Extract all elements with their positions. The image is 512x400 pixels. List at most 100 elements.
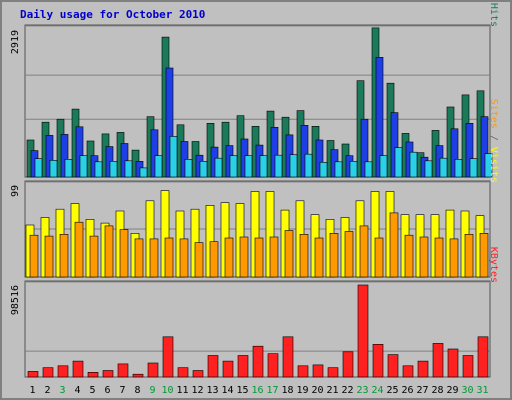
bar-sites bbox=[314, 237, 324, 278]
x-tick-label: 13 bbox=[206, 385, 218, 396]
series-hits bbox=[26, 27, 485, 178]
x-tick-label: 21 bbox=[326, 385, 338, 396]
x-tick-label: 15 bbox=[236, 385, 248, 396]
panel-visits: 99 Sites / Visits bbox=[10, 99, 499, 278]
bar-pages bbox=[274, 154, 283, 178]
bar-kbytes bbox=[297, 365, 309, 378]
bar-pages bbox=[409, 151, 418, 178]
bar-sites bbox=[149, 238, 159, 278]
bar-sites bbox=[164, 237, 174, 278]
bar-kbytes bbox=[447, 348, 459, 378]
x-tick-label: 5 bbox=[89, 385, 95, 396]
x-tick-label: 18 bbox=[281, 385, 293, 396]
side-label: Pages / Files / Hits bbox=[488, 0, 499, 27]
bar-sites bbox=[209, 241, 219, 278]
bar-kbytes bbox=[222, 360, 234, 378]
bar-kbytes bbox=[117, 363, 129, 378]
bar-pages bbox=[64, 159, 73, 178]
side-label-part: Sites bbox=[488, 99, 499, 129]
bar-sites bbox=[479, 233, 489, 278]
y-tick-label: 98516 bbox=[10, 285, 21, 315]
bar-sites bbox=[389, 212, 399, 278]
bar-sites bbox=[329, 233, 339, 278]
bar-sites bbox=[119, 229, 129, 278]
bar-kbytes bbox=[27, 371, 39, 378]
bar-kbytes bbox=[132, 373, 144, 378]
bar-kbytes bbox=[87, 371, 99, 378]
bar-files bbox=[360, 118, 369, 178]
x-tick-label: 3 bbox=[59, 385, 65, 396]
bar-sites bbox=[374, 237, 384, 278]
x-tick-label: 24 bbox=[371, 385, 383, 396]
x-tick-label: 25 bbox=[386, 385, 398, 396]
x-tick-label: 9 bbox=[149, 385, 155, 396]
bar-pages bbox=[139, 167, 148, 178]
chart-panels: 2919 Pages / Files / Hits 99 Sites / Visits… bbox=[10, 0, 499, 378]
x-tick-label: 17 bbox=[266, 385, 278, 396]
bar-sites bbox=[74, 221, 84, 278]
x-tick-label: 30 bbox=[461, 385, 473, 396]
series-pages bbox=[34, 136, 493, 178]
bar-sites bbox=[254, 237, 264, 278]
bar-sites bbox=[344, 231, 354, 278]
bar-pages bbox=[34, 158, 43, 178]
x-tick-label: 29 bbox=[446, 385, 458, 396]
bar-kbytes bbox=[177, 367, 189, 378]
bar-kbytes bbox=[462, 355, 474, 378]
bar-kbytes bbox=[162, 336, 174, 378]
bar-kbytes bbox=[42, 367, 54, 378]
bar-sites bbox=[464, 234, 474, 278]
bar-pages bbox=[49, 160, 58, 178]
x-tick-label: 20 bbox=[311, 385, 323, 396]
x-axis-labels: 1 2 3 4 5 6 7 8 9 10 11 12 13 14 15 16 17 18 19 20 21 22 23 24 2… bbox=[29, 385, 488, 396]
bar-files bbox=[465, 123, 474, 178]
bar-files bbox=[390, 112, 399, 178]
bar-files bbox=[120, 143, 129, 178]
bar-kbytes bbox=[72, 360, 84, 378]
bar-pages bbox=[364, 161, 373, 178]
side-label-part: / bbox=[488, 129, 499, 147]
bar-pages bbox=[469, 158, 478, 178]
bar-sites bbox=[89, 235, 99, 278]
x-tick-label: 4 bbox=[74, 385, 80, 396]
panel-hits: 2919 Pages / Files / Hits bbox=[10, 0, 499, 178]
bar-pages bbox=[439, 157, 448, 178]
bar-pages bbox=[184, 159, 193, 178]
bar-sites bbox=[179, 238, 189, 278]
side-label: Sites / Visits bbox=[488, 99, 499, 183]
bar-pages bbox=[349, 161, 358, 178]
bar-pages bbox=[94, 161, 103, 178]
side-label: KBytes bbox=[488, 247, 499, 283]
bar-sites bbox=[59, 234, 69, 278]
bar-sites bbox=[269, 236, 279, 278]
bar-sites bbox=[359, 225, 369, 278]
side-label-part: Hits bbox=[488, 3, 499, 27]
bar-kbytes bbox=[57, 365, 69, 378]
bar-pages bbox=[394, 147, 403, 178]
bar-pages bbox=[79, 155, 88, 178]
bar-pages bbox=[454, 159, 463, 178]
bar-pages bbox=[484, 153, 493, 178]
bar-sites bbox=[434, 237, 444, 278]
bar-files bbox=[375, 56, 384, 178]
chart-title: Daily usage for October 2010 bbox=[20, 8, 205, 21]
bar-files bbox=[60, 134, 69, 178]
bar-files bbox=[300, 125, 309, 178]
x-tick-label: 12 bbox=[191, 385, 203, 396]
bar-kbytes bbox=[372, 343, 384, 378]
panel-kbytes: 98516 KBytes bbox=[10, 247, 499, 378]
x-tick-label: 6 bbox=[104, 385, 110, 396]
bar-sites bbox=[29, 234, 39, 278]
bar-kbytes bbox=[102, 370, 114, 378]
bar-sites bbox=[419, 236, 429, 278]
x-tick-label: 10 bbox=[161, 385, 173, 396]
bar-files bbox=[315, 139, 324, 178]
bar-sites bbox=[194, 242, 204, 278]
x-tick-label: 27 bbox=[416, 385, 428, 396]
bar-sites bbox=[299, 234, 309, 278]
side-label-part: / bbox=[488, 0, 499, 3]
bar-pages bbox=[199, 161, 208, 178]
